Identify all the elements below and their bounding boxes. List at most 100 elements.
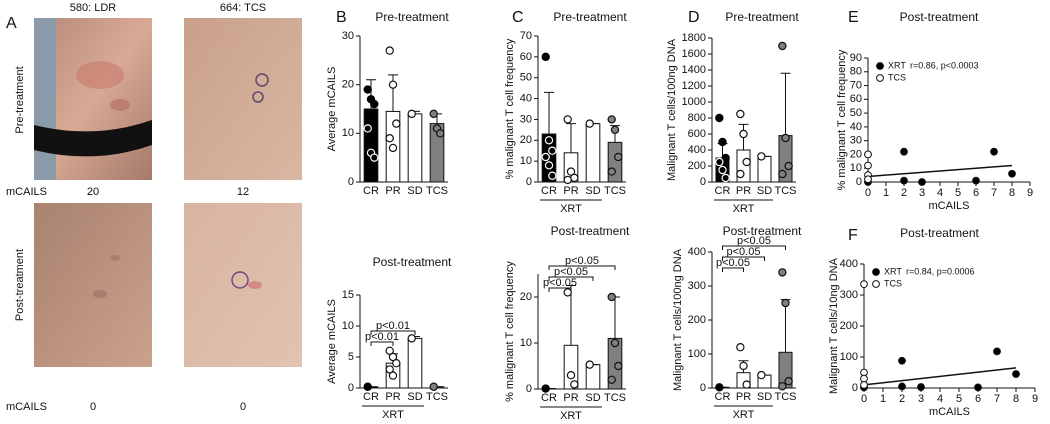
data-point bbox=[541, 384, 550, 393]
legend-label: XRT bbox=[884, 266, 902, 276]
y-tick-label: 0 bbox=[348, 382, 354, 394]
x-tick-label: 2 bbox=[899, 393, 905, 405]
x-tick-label: SD bbox=[757, 185, 772, 197]
x-axis-label: mCAILS bbox=[929, 200, 970, 212]
error-bar bbox=[388, 74, 398, 112]
data-point bbox=[392, 359, 401, 368]
photo bbox=[34, 203, 152, 367]
bar bbox=[363, 108, 379, 183]
score: 20 bbox=[87, 186, 99, 198]
data-point bbox=[610, 125, 620, 135]
x-tick-label: 1 bbox=[883, 187, 889, 199]
y-tick-label: 100 bbox=[688, 348, 706, 360]
data-point bbox=[436, 129, 445, 138]
row-label: Post-treatment bbox=[14, 249, 26, 321]
x-tick-label: 2 bbox=[901, 187, 907, 199]
bar bbox=[407, 113, 423, 183]
y-tick-label: 1600 bbox=[682, 48, 706, 60]
x-tick-label: 0 bbox=[861, 393, 867, 405]
x-tick-label: PR bbox=[563, 185, 578, 197]
y-tick-label: 100 bbox=[840, 351, 858, 363]
data-point bbox=[993, 347, 1001, 356]
y-tick-label: 30 bbox=[520, 113, 532, 125]
data-point bbox=[757, 370, 766, 380]
data-point bbox=[990, 147, 998, 156]
x-tick-label: TCS bbox=[426, 185, 448, 197]
legend-marker bbox=[876, 62, 884, 70]
x-tick-label: 7 bbox=[991, 187, 997, 199]
photo bbox=[184, 18, 302, 180]
y-tick-label: 60 bbox=[520, 51, 532, 63]
data-point bbox=[541, 52, 550, 62]
x-tick-label: 8 bbox=[1013, 393, 1019, 405]
y-axis-label: Malignant T cells/100ng DNA bbox=[666, 38, 678, 181]
x-tick-label: 5 bbox=[955, 187, 961, 199]
x-tick-label: 9 bbox=[1032, 393, 1038, 405]
chart-title: Pre-treatment bbox=[553, 10, 627, 24]
data-point bbox=[363, 382, 372, 391]
data-point bbox=[778, 268, 787, 277]
data-point bbox=[407, 109, 416, 119]
legend-marker bbox=[872, 268, 880, 276]
x-tick-label: TCS bbox=[775, 185, 797, 197]
data-point bbox=[715, 383, 724, 392]
y-axis-label: % malignant T cell frequency bbox=[836, 49, 848, 190]
data-point bbox=[721, 153, 730, 163]
group-label: XRT bbox=[382, 409, 404, 421]
data-point bbox=[407, 334, 416, 343]
x-tick-label: CR bbox=[363, 391, 379, 403]
y-axis-label: Average mCAILS bbox=[326, 299, 338, 384]
x-tick-label: PR bbox=[385, 185, 400, 197]
data-point bbox=[972, 176, 980, 185]
x-tick-label: SD bbox=[757, 391, 772, 403]
x-tick-label: CR bbox=[541, 392, 557, 404]
data-point bbox=[900, 147, 908, 156]
y-tick-label: 10 bbox=[342, 127, 354, 139]
x-tick-label: 7 bbox=[994, 393, 1000, 405]
data-point bbox=[563, 175, 572, 185]
error-bar bbox=[780, 299, 791, 353]
y-tick-label: 800 bbox=[688, 112, 706, 124]
error-bar bbox=[544, 91, 554, 135]
x-tick-label: 4 bbox=[937, 393, 943, 405]
y-axis-label: % malignant T cell frequency bbox=[504, 261, 516, 402]
data-point bbox=[974, 383, 982, 392]
x-tick-label: SD bbox=[585, 185, 600, 197]
score-label: mCAILS bbox=[6, 186, 47, 198]
y-tick-label: 70 bbox=[850, 79, 862, 91]
data-point bbox=[392, 119, 401, 128]
y-tick-label: 300 bbox=[840, 289, 858, 301]
significance-bracket bbox=[370, 341, 394, 346]
data-point bbox=[860, 280, 868, 289]
significance-label: p<0.01 bbox=[376, 320, 410, 332]
y-tick-label: 0 bbox=[852, 382, 858, 394]
significance-label: p<0.05 bbox=[716, 257, 750, 269]
significance-bracket bbox=[722, 245, 786, 250]
y-tick-label: 10 bbox=[342, 320, 354, 332]
group-label: XRT bbox=[560, 410, 582, 422]
data-point bbox=[718, 137, 727, 147]
chart-title: Post-treatment bbox=[723, 224, 802, 238]
chart-title: Post-treatment bbox=[900, 226, 979, 240]
data-point bbox=[570, 380, 579, 389]
data-point bbox=[429, 109, 438, 119]
data-point bbox=[607, 115, 616, 124]
significance-label: p<0.05 bbox=[554, 266, 588, 278]
data-point bbox=[544, 161, 554, 170]
data-point bbox=[864, 150, 872, 159]
error-bar bbox=[566, 285, 576, 346]
x-tick-label: 6 bbox=[975, 393, 981, 405]
y-tick-label: 0 bbox=[348, 176, 354, 188]
data-point bbox=[363, 85, 372, 94]
y-tick-label: 200 bbox=[688, 314, 706, 326]
y-tick-label: 400 bbox=[840, 258, 858, 270]
x-tick-label: 6 bbox=[973, 187, 979, 199]
data-point bbox=[544, 136, 554, 145]
y-tick-label: 20 bbox=[520, 291, 532, 303]
data-point bbox=[736, 169, 745, 179]
data-point bbox=[739, 361, 748, 371]
data-point bbox=[917, 383, 925, 391]
error-bar bbox=[566, 123, 576, 153]
y-axis-label: Malignant T cells/10ng DNA bbox=[828, 257, 840, 394]
data-point bbox=[566, 167, 576, 176]
